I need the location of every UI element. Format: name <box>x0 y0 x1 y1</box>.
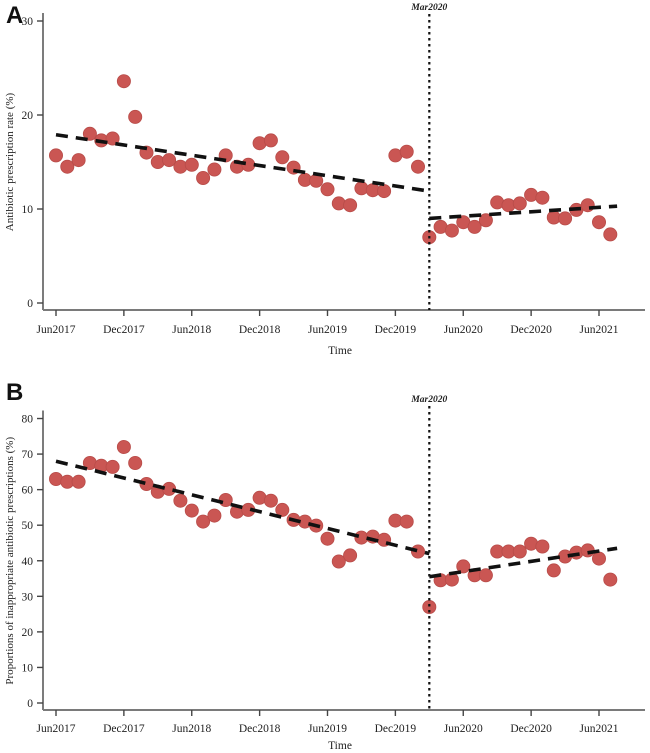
y-tick-label: 70 <box>22 449 34 461</box>
data-point-observed_pre_intervention <box>399 144 414 159</box>
x-tick-label: Dec2017 <box>103 723 145 735</box>
data-point-observed_pre_intervention <box>320 531 335 546</box>
data-point-observed_pre_intervention <box>410 159 425 174</box>
trend-line-pre <box>55 459 430 556</box>
trend-line-pre <box>55 132 430 193</box>
y-tick-label: 20 <box>22 110 34 122</box>
data-point-observed_pre_intervention <box>207 162 222 177</box>
data-point-observed_post_intervention <box>478 213 493 228</box>
data-point-observed_post_intervention <box>535 539 550 554</box>
intervention-label: Mar2020 <box>410 395 447 405</box>
y-tick-label: 50 <box>22 520 34 532</box>
x-tick-label: Dec2020 <box>510 324 552 336</box>
data-point-observed_post_intervention <box>569 545 584 560</box>
data-point-observed_post_intervention <box>535 190 550 205</box>
data-point-observed_post_intervention <box>603 572 618 587</box>
data-point-observed_pre_intervention <box>105 131 120 146</box>
data-point-observed_post_intervention <box>580 198 595 213</box>
y-tick-label: 10 <box>22 204 34 216</box>
y-tick-label: 0 <box>27 698 33 710</box>
data-point-observed_pre_intervention <box>116 440 131 455</box>
y-axis-title: Antibiotic prescription rate (%) <box>4 92 16 231</box>
data-point-observed_post_intervention <box>512 196 527 211</box>
data-point-observed_post_intervention <box>512 544 527 559</box>
data-point-observed_pre_intervention <box>354 181 369 196</box>
data-point-observed_pre_intervention <box>343 198 358 213</box>
y-tick-label: 30 <box>22 16 34 28</box>
y-tick-label: 60 <box>22 485 34 497</box>
trend-line-post <box>429 204 618 221</box>
data-point-observed_pre_intervention <box>71 474 86 489</box>
data-point-observed_pre_intervention <box>139 477 154 492</box>
y-tick-label: 30 <box>22 591 34 603</box>
x-tick-label: Dec2019 <box>375 324 417 336</box>
data-point-observed_pre_intervention <box>399 514 414 529</box>
data-point-observed_post_intervention <box>444 223 459 238</box>
panel-a-chart: 0 10 20 30 Jun2017 Dec2017 Jun2018 Dec2018 Jun20… <box>4 3 645 357</box>
data-point-observed_post_intervention <box>603 227 618 242</box>
y-axis-title: Proportions of inappropriate antibiotic … <box>4 437 16 685</box>
data-point-observed_pre_intervention <box>263 493 278 508</box>
x-tick-label: Dec2020 <box>510 723 552 735</box>
data-point-observed_post_intervention <box>592 215 607 230</box>
x-tick-label: Dec2018 <box>239 324 281 336</box>
x-tick-label: Dec2019 <box>375 723 417 735</box>
trend-line-post <box>429 546 618 579</box>
y-tick-label: 40 <box>22 556 34 568</box>
x-tick-label: Dec2018 <box>239 723 281 735</box>
x-axis-title: Time <box>328 740 352 752</box>
data-point-observed_pre_intervention <box>105 459 120 474</box>
data-point-observed_pre_intervention <box>173 493 188 508</box>
panel-a-letter: A <box>6 2 24 29</box>
x-tick-label: Jun2019 <box>308 723 347 735</box>
y-tick-label: 0 <box>27 298 33 310</box>
data-point-observed_pre_intervention <box>71 153 86 168</box>
data-point-observed_pre_intervention <box>173 159 188 174</box>
x-tick-label: Jun2018 <box>172 723 211 735</box>
data-point-observed_pre_intervention <box>320 182 335 197</box>
data-point-observed_pre_intervention <box>343 548 358 563</box>
x-tick-label: Jun2021 <box>580 723 619 735</box>
data-point-observed_post_intervention <box>546 563 561 578</box>
data-point-observed_pre_intervention <box>49 148 64 163</box>
x-tick-label: Jun2017 <box>37 324 76 336</box>
data-point-observed_pre_intervention <box>263 133 278 148</box>
data-point-observed_pre_intervention <box>218 493 233 508</box>
x-tick-label: Jun2020 <box>444 723 483 735</box>
data-point-observed_pre_intervention <box>184 157 199 172</box>
x-tick-label: Jun2020 <box>444 324 483 336</box>
x-tick-label: Jun2021 <box>580 324 619 336</box>
x-tick-label: Jun2018 <box>172 324 211 336</box>
intervention-label: Mar2020 <box>410 3 447 13</box>
data-point-observed_pre_intervention <box>184 503 199 518</box>
data-point-observed_pre_intervention <box>116 74 131 89</box>
data-point-observed_post_intervention <box>456 559 471 574</box>
data-point-observed_pre_intervention <box>275 502 290 517</box>
data-point-observed_pre_intervention <box>275 150 290 165</box>
panel-b-letter: B <box>6 379 24 406</box>
y-tick-label: 10 <box>22 662 34 674</box>
data-point-observed_pre_intervention <box>331 554 346 569</box>
data-point-observed_pre_intervention <box>128 456 143 471</box>
data-point-observed_pre_intervention <box>196 170 211 185</box>
y-tick-label: 80 <box>22 414 34 426</box>
x-axis-title: Time <box>328 345 352 357</box>
x-tick-label: Dec2017 <box>103 324 145 336</box>
panel-b-chart: 0 10 20 30 40 50 60 70 80 Jun2017 Dec2017 Jun2018 De… <box>4 395 645 752</box>
data-point-observed_post_intervention <box>478 568 493 583</box>
x-tick-label: Jun2019 <box>308 324 347 336</box>
data-point-observed_pre_intervention <box>162 153 177 168</box>
data-point-observed_pre_intervention <box>60 159 75 174</box>
y-tick-label: 20 <box>22 627 34 639</box>
data-point-observed_pre_intervention <box>196 514 211 529</box>
data-point-observed_pre_intervention <box>207 508 222 523</box>
data-point-observed_post_intervention <box>592 551 607 566</box>
data-point-observed_post_intervention <box>558 211 573 226</box>
x-tick-label: Jun2017 <box>37 723 76 735</box>
data-point-observed_pre_intervention <box>377 184 392 199</box>
data-point-observed_pre_intervention <box>128 109 143 124</box>
data-point-observed_post_intervention <box>467 219 482 234</box>
data-point-observed_pre_intervention <box>82 126 97 141</box>
